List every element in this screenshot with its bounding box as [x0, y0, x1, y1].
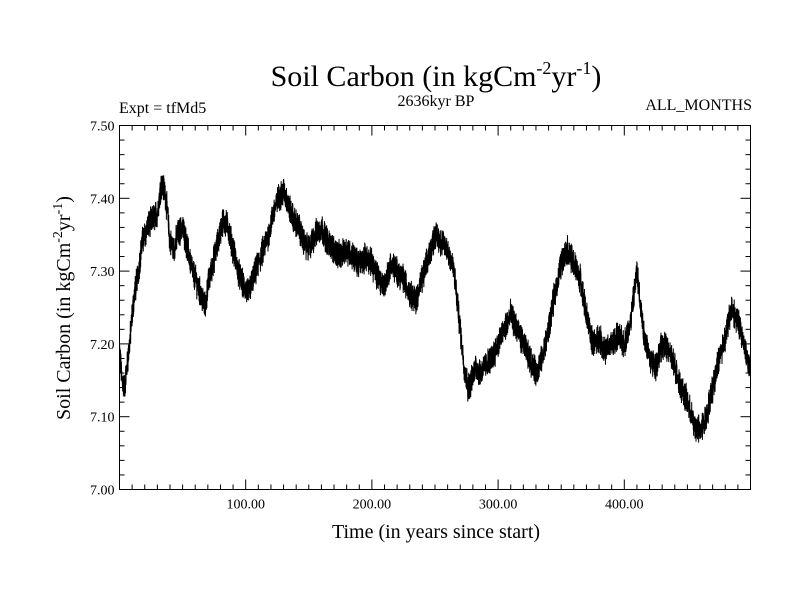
y-tick-label: 7.10: [90, 411, 115, 426]
y-tick-label: 7.00: [90, 484, 115, 499]
plot-frame: [119, 125, 751, 490]
x-tick-label: 100.00: [226, 498, 265, 513]
x-tick-labels: 100.00 200.00 300.00 400.00: [226, 498, 643, 513]
y-tick-labels: 7.00 7.10 7.20 7.30 7.40 7.50: [90, 120, 115, 499]
y-tick-label: 7.40: [90, 192, 115, 207]
axis-ticks: [119, 125, 751, 490]
x-tick-label: 200.00: [353, 498, 392, 513]
x-tick-label: 300.00: [479, 498, 518, 513]
series-line-soil-carbon: [119, 175, 751, 443]
months-label: ALL_MONTHS: [645, 97, 752, 114]
y-tick-label: 7.50: [90, 120, 115, 135]
chart-title: Soil Carbon (in kgCm-2yr-1): [271, 58, 602, 93]
x-tick-label: 400.00: [605, 498, 644, 513]
x-axis-label: Time (in years since start): [332, 521, 540, 543]
y-tick-label: 7.30: [90, 265, 115, 280]
y-tick-label: 7.20: [90, 338, 115, 353]
period-label: 2636kyr BP: [398, 93, 475, 110]
y-axis-label: Soil Carbon (in kgCm-2yr-1): [51, 196, 75, 420]
experiment-label: Expt = tfMd5: [119, 100, 206, 117]
